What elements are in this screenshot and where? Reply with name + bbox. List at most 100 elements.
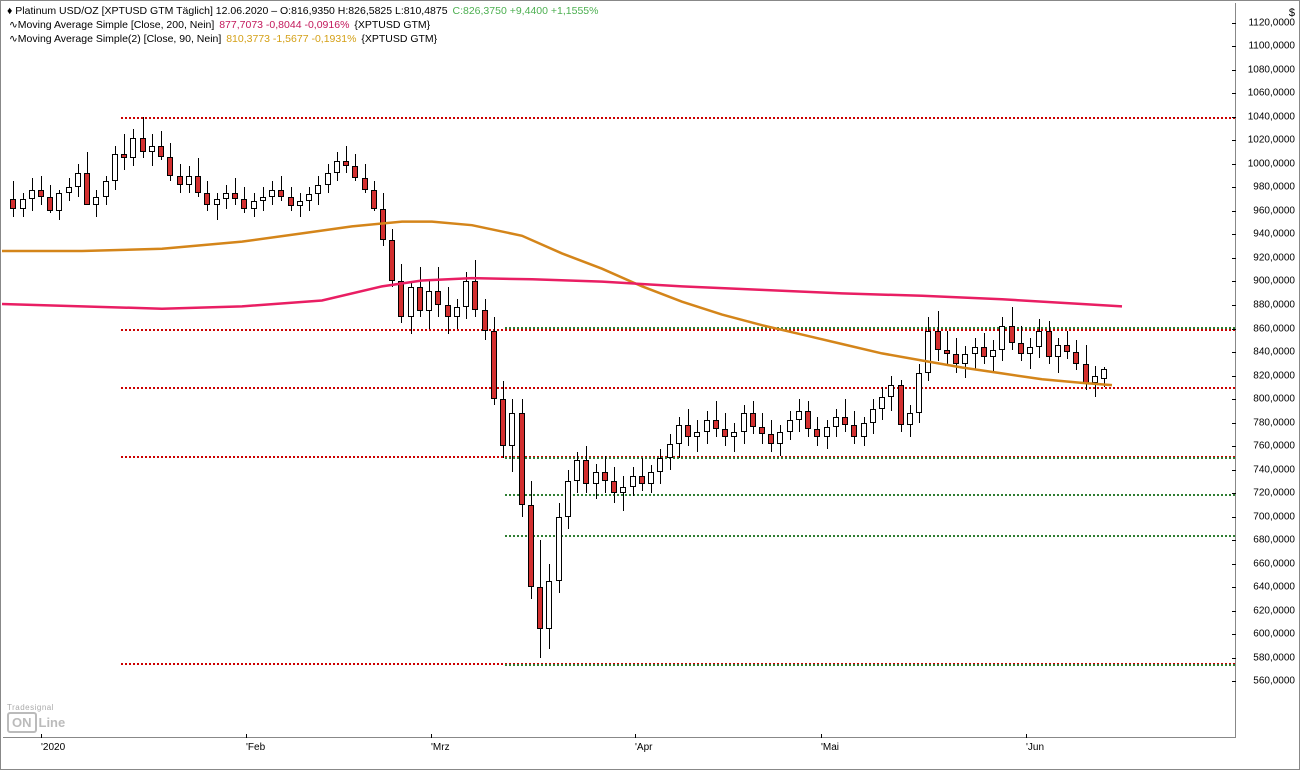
ma200-suffix: {XPTUSD GTM} <box>351 19 430 31</box>
candle-body <box>953 354 959 363</box>
candle-body <box>269 190 275 197</box>
candle-body <box>56 193 62 211</box>
y-tick <box>1232 164 1236 165</box>
candle-body <box>546 581 552 628</box>
y-tick <box>1232 564 1236 565</box>
candle-body <box>1073 352 1079 364</box>
candle-body <box>851 425 857 437</box>
candle-wick <box>642 458 643 491</box>
candle-body <box>981 347 987 356</box>
y-tick-label: 900,0000 <box>1253 276 1295 287</box>
candle-body <box>463 281 469 307</box>
candle-body <box>620 487 626 493</box>
logo-line: Line <box>39 715 66 730</box>
x-axis: '2020'Feb'Mrz'Apr'Mai'Jun <box>3 737 1235 769</box>
y-tick-label: 700,0000 <box>1253 511 1295 522</box>
y-axis: $ 560,0000580,0000600,0000620,0000640,00… <box>1235 3 1299 738</box>
x-tick <box>635 734 636 738</box>
candle-body <box>297 201 303 206</box>
candle-body <box>787 420 793 432</box>
resistance-line <box>121 387 1235 389</box>
candle-body <box>112 154 118 181</box>
candle-body <box>177 176 183 185</box>
candle-body <box>214 199 220 205</box>
candle-body <box>362 178 368 190</box>
y-tick <box>1232 281 1236 282</box>
x-tick-label: 'Mai <box>821 742 839 753</box>
y-tick <box>1232 23 1236 24</box>
candle-body <box>241 199 247 208</box>
candle-body <box>426 291 432 311</box>
candle-wick <box>124 134 125 169</box>
y-tick-label: 560,0000 <box>1253 676 1295 687</box>
candle-body <box>509 413 515 446</box>
candle-body <box>935 331 941 350</box>
candle-body <box>861 423 867 437</box>
y-tick-label: 880,0000 <box>1253 300 1295 311</box>
candle-body <box>454 307 460 316</box>
candle-body <box>1046 331 1052 357</box>
title-close: C:826,3750 +9,4400 +1,1555% <box>453 5 599 17</box>
candle-body <box>805 411 811 429</box>
candle-body <box>75 173 81 187</box>
candle-wick <box>947 331 948 366</box>
x-tick-label: 'Apr <box>635 742 652 753</box>
candle-body <box>334 161 340 173</box>
candle-body <box>944 350 950 355</box>
candle-body <box>84 173 90 205</box>
y-tick-label: 1120,0000 <box>1248 17 1295 28</box>
y-tick <box>1232 46 1236 47</box>
y-tick <box>1232 611 1236 612</box>
logo-brand: Tradesignal <box>7 703 54 712</box>
candle-body <box>842 417 848 425</box>
candle-body <box>602 472 608 481</box>
chart-title-line: ♦ Platinum USD/OZ [XPTUSD GTM Täglich] 1… <box>7 5 600 17</box>
x-tick <box>246 734 247 738</box>
candle-body <box>417 287 423 311</box>
y-tick-label: 660,0000 <box>1253 558 1295 569</box>
candle-body <box>158 146 164 157</box>
candle-body <box>130 138 136 158</box>
candle-body <box>537 587 543 628</box>
y-tick-label: 720,0000 <box>1253 488 1295 499</box>
candle-body <box>907 413 913 425</box>
y-tick-label: 860,0000 <box>1253 323 1295 334</box>
candle-body <box>667 444 673 458</box>
candle-body <box>325 173 331 185</box>
candle-body <box>10 199 16 208</box>
x-tick-label: 'Mrz <box>431 742 450 753</box>
y-tick-label: 780,0000 <box>1253 417 1295 428</box>
chart-container: ♦ Platinum USD/OZ [XPTUSD GTM Täglich] 1… <box>0 0 1300 770</box>
ma200-title-line: ∿Moving Average Simple [Close, 200, Nein… <box>7 19 432 31</box>
y-tick-label: 1020,0000 <box>1248 135 1295 146</box>
support-line <box>505 535 1235 537</box>
y-tick <box>1232 211 1236 212</box>
candle-body <box>29 190 35 199</box>
candle-body <box>408 287 414 316</box>
title-text: ♦ Platinum USD/OZ [XPTUSD GTM Täglich] 1… <box>7 5 451 17</box>
candle-body <box>204 193 210 205</box>
x-tick <box>821 734 822 738</box>
candle-body <box>1101 369 1107 380</box>
candle-body <box>260 197 266 202</box>
y-tick-label: 1080,0000 <box>1248 64 1295 75</box>
y-tick <box>1232 423 1236 424</box>
candle-body <box>694 432 700 437</box>
candle-body <box>121 154 127 158</box>
candle-wick <box>235 178 236 205</box>
candle-wick <box>716 401 717 436</box>
candle-body <box>593 472 599 484</box>
y-tick <box>1232 517 1236 518</box>
plot-area[interactable] <box>3 3 1235 738</box>
candle-body <box>149 146 155 152</box>
support-line <box>505 327 1235 329</box>
candle-body <box>1083 364 1089 383</box>
candle-body <box>759 427 765 434</box>
y-tick <box>1232 634 1236 635</box>
candle-body <box>565 481 571 516</box>
candle-body <box>1018 343 1024 355</box>
candle-body <box>445 305 451 317</box>
candle-body <box>93 197 99 205</box>
candle-body <box>639 476 645 484</box>
y-tick-label: 800,0000 <box>1253 394 1295 405</box>
